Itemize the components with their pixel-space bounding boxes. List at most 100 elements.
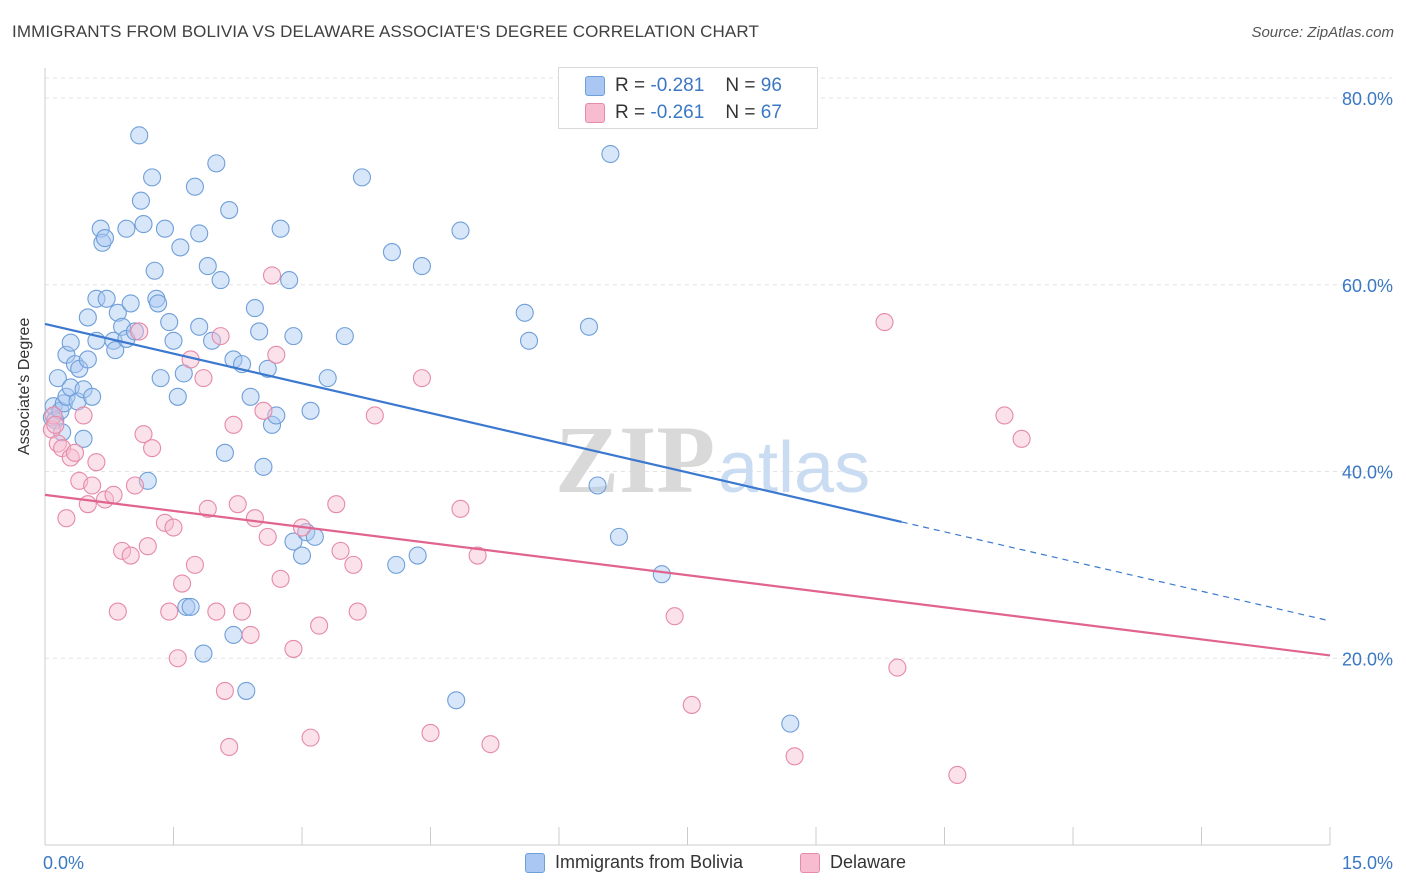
point-bolivia [151, 369, 170, 388]
point-delaware [44, 406, 63, 425]
point-delaware [327, 495, 346, 514]
source-label: Source: ZipAtlas.com [1251, 24, 1394, 41]
point-bolivia [145, 261, 164, 280]
axes [44, 68, 1331, 846]
point-bolivia [609, 527, 629, 546]
point-delaware [220, 737, 239, 757]
point-bolivia [97, 289, 116, 308]
legend-item-delaware[interactable]: Delaware [800, 852, 906, 873]
swatch-bolivia [525, 852, 545, 873]
point-bolivia [262, 415, 282, 434]
point-delaware [348, 602, 367, 621]
point-delaware [168, 649, 187, 668]
point-delaware [194, 369, 213, 388]
point-bolivia [652, 565, 671, 584]
point-delaware [104, 485, 123, 504]
point-bolivia [447, 691, 466, 710]
point-bolivia [220, 201, 239, 220]
point-delaware [78, 495, 97, 514]
point-delaware [173, 574, 192, 593]
legend-item-bolivia[interactable]: Immigrants from Bolivia [525, 852, 743, 873]
point-delaware [267, 345, 286, 364]
point-bolivia [408, 546, 427, 565]
data-points [42, 126, 1031, 785]
point-bolivia [95, 229, 115, 248]
point-bolivia [61, 333, 80, 352]
point-bolivia [203, 331, 222, 350]
point-bolivia [601, 144, 620, 164]
point-delaware [215, 681, 234, 700]
point-bolivia [53, 423, 72, 442]
point-delaware [46, 415, 65, 434]
point-bolivia [245, 299, 264, 318]
point-delaware [108, 602, 127, 621]
x-tick-label: 0.0% [43, 853, 84, 873]
point-bolivia [177, 597, 196, 616]
point-bolivia [211, 271, 230, 290]
point-bolivia [93, 233, 112, 252]
point-bolivia [121, 294, 140, 313]
point-delaware [138, 537, 157, 556]
point-bolivia [83, 387, 102, 406]
point-delaware [875, 313, 894, 332]
point-delaware [155, 513, 174, 532]
point-delaware [198, 499, 217, 518]
trend-extension-bolivia [901, 521, 1331, 622]
point-delaware [785, 747, 804, 766]
trend-line-bolivia [44, 322, 902, 523]
watermark: ZIP atlas [555, 406, 870, 513]
r-label: R = [615, 102, 646, 123]
y-tick-label: 60.0% [1342, 276, 1393, 296]
point-bolivia [579, 317, 599, 336]
point-bolivia [87, 289, 106, 308]
swatch-bolivia-stats [585, 76, 605, 96]
point-bolivia [117, 219, 136, 238]
point-delaware [125, 476, 144, 495]
point-bolivia [284, 532, 303, 551]
watermark-atlas: atlas [718, 428, 870, 508]
point-bolivia [143, 168, 162, 187]
point-delaware [160, 602, 179, 621]
point-bolivia [91, 219, 110, 238]
y-axis-label: Associate's Degree [16, 317, 33, 455]
point-bolivia [108, 303, 127, 322]
point-bolivia [160, 313, 179, 332]
point-bolivia [198, 257, 217, 276]
point-bolivia [254, 457, 273, 476]
point-delaware [113, 541, 132, 560]
point-delaware [143, 439, 162, 458]
point-delaware [284, 639, 303, 658]
point-bolivia [207, 154, 226, 173]
point-delaware [1012, 429, 1031, 448]
point-bolivia [78, 350, 97, 369]
point-delaware [665, 607, 684, 626]
point-bolivia [237, 681, 256, 700]
swatch-delaware-stats [585, 103, 605, 123]
trend-lines [44, 322, 1331, 657]
legend-label-delaware: Delaware [830, 852, 907, 872]
point-bolivia [301, 401, 320, 420]
point-bolivia [335, 327, 354, 346]
point-bolivia [106, 341, 125, 360]
point-delaware [948, 765, 967, 785]
point-delaware [130, 322, 149, 341]
point-bolivia [164, 331, 183, 350]
point-delaware [87, 453, 106, 472]
point-bolivia [185, 177, 204, 196]
point-bolivia [258, 359, 277, 378]
point-delaware [451, 499, 470, 518]
point-bolivia [412, 257, 431, 276]
y-tick-label: 80.0% [1342, 89, 1393, 109]
point-delaware [164, 518, 183, 537]
point-bolivia [387, 555, 406, 574]
point-delaware [365, 406, 384, 425]
point-delaware [245, 509, 264, 528]
point-bolivia [190, 224, 209, 243]
n-value: 67 [760, 102, 782, 123]
point-bolivia [78, 308, 97, 327]
point-bolivia [224, 625, 243, 644]
r-value: -0.281 [650, 75, 705, 96]
point-delaware [262, 266, 282, 285]
point-delaware [344, 555, 363, 574]
point-delaware [65, 443, 85, 462]
